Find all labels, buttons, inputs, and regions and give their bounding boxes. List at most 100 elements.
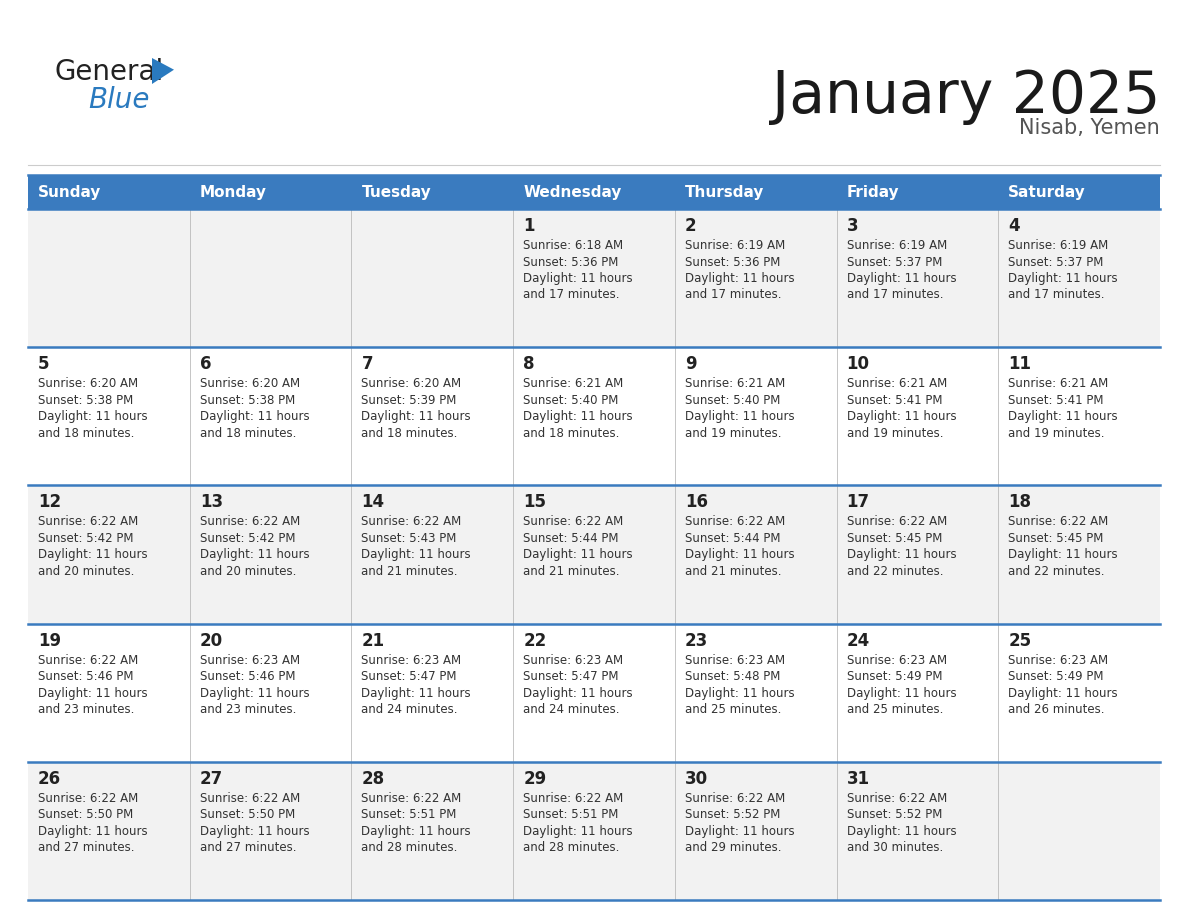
Bar (29, 209, 1159, 347)
Text: 28: 28 (361, 770, 385, 788)
Text: 29: 29 (523, 770, 546, 788)
Text: 12: 12 (38, 493, 61, 511)
Bar (675, 175, 836, 209)
Text: and 24 minutes.: and 24 minutes. (523, 703, 620, 716)
Text: Sunset: 5:50 PM: Sunset: 5:50 PM (38, 809, 133, 822)
Text: 24: 24 (847, 632, 870, 650)
Text: Tuesday: Tuesday (361, 185, 431, 199)
Bar (352, 175, 513, 209)
Text: Daylight: 11 hours: Daylight: 11 hours (523, 548, 633, 562)
Text: Sunset: 5:40 PM: Sunset: 5:40 PM (684, 394, 781, 407)
Text: and 22 minutes.: and 22 minutes. (1009, 565, 1105, 578)
Text: Sunset: 5:50 PM: Sunset: 5:50 PM (200, 809, 295, 822)
Text: 30: 30 (684, 770, 708, 788)
Polygon shape (152, 58, 173, 84)
Text: and 17 minutes.: and 17 minutes. (847, 288, 943, 301)
Text: 25: 25 (1009, 632, 1031, 650)
Text: Sunset: 5:49 PM: Sunset: 5:49 PM (847, 670, 942, 683)
Text: Sunday: Sunday (38, 185, 101, 199)
Text: Daylight: 11 hours: Daylight: 11 hours (361, 687, 472, 700)
Text: Nisab, Yemen: Nisab, Yemen (1019, 118, 1159, 138)
Text: Sunrise: 6:22 AM: Sunrise: 6:22 AM (684, 515, 785, 529)
Bar (836, 175, 998, 209)
Text: 21: 21 (361, 632, 385, 650)
Text: Sunrise: 6:22 AM: Sunrise: 6:22 AM (523, 792, 624, 805)
Text: Sunset: 5:40 PM: Sunset: 5:40 PM (523, 394, 619, 407)
Text: Sunrise: 6:20 AM: Sunrise: 6:20 AM (361, 377, 462, 390)
Text: Sunset: 5:38 PM: Sunset: 5:38 PM (38, 394, 133, 407)
Text: Sunset: 5:49 PM: Sunset: 5:49 PM (1009, 670, 1104, 683)
Text: and 27 minutes.: and 27 minutes. (38, 841, 134, 855)
Text: and 18 minutes.: and 18 minutes. (200, 427, 296, 440)
Text: and 18 minutes.: and 18 minutes. (38, 427, 134, 440)
Text: Sunrise: 6:22 AM: Sunrise: 6:22 AM (200, 792, 299, 805)
Text: Daylight: 11 hours: Daylight: 11 hours (1009, 548, 1118, 562)
Text: and 27 minutes.: and 27 minutes. (200, 841, 296, 855)
Text: 11: 11 (1009, 355, 1031, 374)
Text: 7: 7 (361, 355, 373, 374)
Text: Sunset: 5:36 PM: Sunset: 5:36 PM (523, 255, 619, 268)
Text: Sunrise: 6:18 AM: Sunrise: 6:18 AM (523, 239, 624, 252)
Text: 27: 27 (200, 770, 223, 788)
Text: Sunset: 5:41 PM: Sunset: 5:41 PM (847, 394, 942, 407)
Text: 16: 16 (684, 493, 708, 511)
Text: 26: 26 (38, 770, 61, 788)
Text: Sunrise: 6:23 AM: Sunrise: 6:23 AM (523, 654, 624, 666)
Text: 5: 5 (38, 355, 50, 374)
Bar (29, 175, 190, 209)
Text: 20: 20 (200, 632, 223, 650)
Text: and 20 minutes.: and 20 minutes. (200, 565, 296, 578)
Text: and 22 minutes.: and 22 minutes. (847, 565, 943, 578)
Text: Friday: Friday (847, 185, 899, 199)
Text: Sunrise: 6:23 AM: Sunrise: 6:23 AM (361, 654, 462, 666)
Text: 31: 31 (847, 770, 870, 788)
Text: Daylight: 11 hours: Daylight: 11 hours (684, 687, 795, 700)
Text: Daylight: 11 hours: Daylight: 11 hours (684, 410, 795, 423)
Text: Sunrise: 6:22 AM: Sunrise: 6:22 AM (38, 515, 138, 529)
Text: Sunset: 5:46 PM: Sunset: 5:46 PM (38, 670, 133, 683)
Text: Daylight: 11 hours: Daylight: 11 hours (200, 687, 309, 700)
Text: 22: 22 (523, 632, 546, 650)
Text: Daylight: 11 hours: Daylight: 11 hours (523, 824, 633, 838)
Text: and 17 minutes.: and 17 minutes. (523, 288, 620, 301)
Text: Sunset: 5:51 PM: Sunset: 5:51 PM (361, 809, 457, 822)
Text: and 29 minutes.: and 29 minutes. (684, 841, 782, 855)
Text: 13: 13 (200, 493, 223, 511)
Text: Daylight: 11 hours: Daylight: 11 hours (1009, 687, 1118, 700)
Text: Daylight: 11 hours: Daylight: 11 hours (684, 548, 795, 562)
Text: Sunset: 5:44 PM: Sunset: 5:44 PM (523, 532, 619, 545)
Text: 3: 3 (847, 217, 858, 235)
Bar (29, 623, 1159, 762)
Text: Sunrise: 6:21 AM: Sunrise: 6:21 AM (523, 377, 624, 390)
Text: 18: 18 (1009, 493, 1031, 511)
Text: and 28 minutes.: and 28 minutes. (523, 841, 619, 855)
Text: Sunrise: 6:21 AM: Sunrise: 6:21 AM (847, 377, 947, 390)
Text: and 25 minutes.: and 25 minutes. (684, 703, 782, 716)
Text: Daylight: 11 hours: Daylight: 11 hours (38, 548, 147, 562)
Text: and 21 minutes.: and 21 minutes. (523, 565, 620, 578)
Bar (29, 486, 1159, 623)
Text: Sunrise: 6:22 AM: Sunrise: 6:22 AM (847, 515, 947, 529)
Text: and 23 minutes.: and 23 minutes. (38, 703, 134, 716)
Text: Sunrise: 6:22 AM: Sunrise: 6:22 AM (361, 792, 462, 805)
Text: Sunrise: 6:21 AM: Sunrise: 6:21 AM (684, 377, 785, 390)
Text: Sunrise: 6:22 AM: Sunrise: 6:22 AM (38, 792, 138, 805)
Text: Sunset: 5:47 PM: Sunset: 5:47 PM (523, 670, 619, 683)
Bar (29, 762, 1159, 900)
Text: Daylight: 11 hours: Daylight: 11 hours (847, 824, 956, 838)
Text: 14: 14 (361, 493, 385, 511)
Text: Sunrise: 6:22 AM: Sunrise: 6:22 AM (847, 792, 947, 805)
Text: and 24 minutes.: and 24 minutes. (361, 703, 457, 716)
Text: Sunset: 5:48 PM: Sunset: 5:48 PM (684, 670, 781, 683)
Text: Sunrise: 6:22 AM: Sunrise: 6:22 AM (200, 515, 299, 529)
Text: 10: 10 (847, 355, 870, 374)
Text: and 23 minutes.: and 23 minutes. (200, 703, 296, 716)
Text: and 17 minutes.: and 17 minutes. (1009, 288, 1105, 301)
Text: and 17 minutes.: and 17 minutes. (684, 288, 782, 301)
Text: Sunrise: 6:23 AM: Sunrise: 6:23 AM (1009, 654, 1108, 666)
Text: 2: 2 (684, 217, 696, 235)
Bar (29, 347, 1159, 486)
Text: Sunset: 5:52 PM: Sunset: 5:52 PM (847, 809, 942, 822)
Text: Sunrise: 6:22 AM: Sunrise: 6:22 AM (684, 792, 785, 805)
Text: Sunset: 5:39 PM: Sunset: 5:39 PM (361, 394, 457, 407)
